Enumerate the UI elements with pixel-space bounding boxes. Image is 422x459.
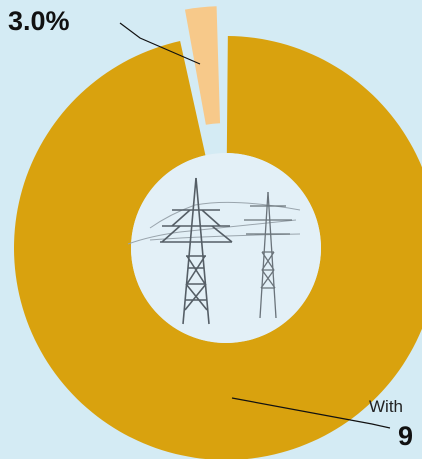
power-pylons-icon bbox=[127, 153, 321, 343]
donut-slices bbox=[14, 6, 422, 459]
small-slice-percent-label: 3.0% bbox=[8, 6, 70, 36]
leader-line-large-slice bbox=[231, 397, 391, 429]
large-slice-label: With bbox=[369, 397, 403, 416]
leader-line-small-slice bbox=[119, 22, 201, 65]
donut-slice-large bbox=[14, 36, 422, 459]
donut-slice-small bbox=[184, 6, 221, 125]
large-slice-value-label: 9 bbox=[398, 421, 413, 451]
